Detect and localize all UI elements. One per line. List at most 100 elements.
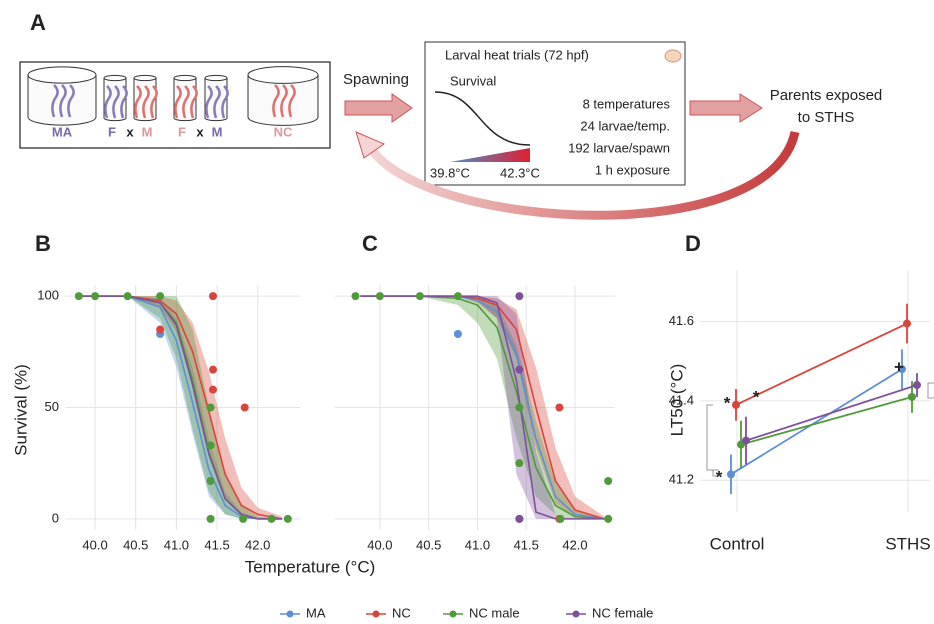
group-label: NC: [274, 124, 293, 139]
coral: [221, 85, 229, 119]
y-axis-title: LT50 (°C): [667, 364, 686, 437]
coral: [142, 85, 150, 119]
x-tick-label: 41.5: [204, 537, 229, 552]
point: [453, 292, 462, 301]
group-label: x: [196, 124, 204, 139]
point: [732, 400, 740, 409]
x-tick-label: 42.0: [562, 537, 587, 552]
point: [903, 319, 911, 328]
step-label: Spawning: [343, 71, 409, 88]
confidence-band: [78, 296, 283, 519]
x-tick-label: Control: [710, 534, 765, 553]
point: [208, 385, 217, 394]
inset-axis: Survival: [450, 73, 496, 88]
point: [453, 330, 462, 338]
point: [74, 292, 83, 301]
point: [604, 514, 613, 523]
x-tick-label: 40.0: [367, 537, 392, 552]
point: [515, 459, 524, 468]
point: [604, 477, 613, 485]
point: [515, 403, 524, 412]
inset-curve: [434, 91, 531, 146]
y-axis-title: Survival (%): [11, 364, 30, 456]
detail: 24 larvae/temp.: [580, 118, 670, 133]
x-tick-label: 41.5: [514, 537, 539, 552]
range-label: 42.3°C: [500, 165, 540, 180]
group-label: F: [178, 124, 186, 139]
panel-label: C: [362, 231, 378, 256]
confidence-band: [360, 296, 605, 519]
point: [515, 365, 524, 374]
fit-line: [78, 295, 283, 520]
annotation: *: [716, 467, 723, 486]
tank-top: [133, 74, 157, 82]
group-label: F: [108, 124, 116, 139]
point: [123, 292, 132, 301]
point: [742, 436, 750, 445]
coral: [120, 85, 128, 119]
point: [156, 292, 165, 301]
x-tick-label: 41.0: [465, 537, 490, 552]
coral: [104, 85, 112, 119]
coral: [288, 84, 296, 118]
y-tick-label: 0: [52, 510, 59, 525]
point: [240, 403, 249, 412]
y-tick-label: 41.4: [669, 392, 694, 407]
panel-label: B: [35, 231, 51, 256]
fit-line: [78, 295, 283, 520]
step-label: to STHS: [798, 109, 855, 126]
point: [208, 292, 217, 301]
point: [283, 514, 292, 523]
fit-line: [360, 295, 605, 520]
coral: [59, 84, 67, 118]
annotation: +: [894, 357, 904, 376]
legend-label: MA: [306, 605, 326, 620]
coral: [182, 85, 190, 119]
return-arrow: [368, 130, 800, 220]
point: [727, 470, 735, 479]
tank-top: [103, 74, 127, 82]
return-arrow-head: [355, 131, 386, 159]
point: [206, 403, 215, 412]
legend-swatch: [572, 610, 580, 618]
coral: [134, 85, 142, 119]
detail: 192 larvae/spawn: [568, 140, 670, 155]
x-tick-label: 42.0: [245, 537, 270, 552]
y-tick-label: 41.2: [669, 472, 694, 487]
tank-top: [247, 66, 319, 84]
legend-swatch: [286, 610, 294, 618]
x-tick-label: 40.0: [82, 537, 107, 552]
point: [156, 325, 165, 334]
legend-swatch: [372, 610, 380, 618]
coral: [150, 85, 158, 119]
group-label: MA: [52, 124, 73, 139]
y-tick-label: 100: [37, 288, 59, 303]
coral: [190, 85, 198, 119]
point: [913, 381, 921, 390]
inset-title: Larval heat trials (72 hpf): [445, 47, 589, 62]
group-box: [19, 61, 331, 149]
range-label: 39.8°C: [430, 165, 470, 180]
tank-top: [173, 74, 197, 82]
bracket: [712, 469, 719, 477]
group-label: M: [142, 124, 153, 139]
y-tick-label: 50: [45, 399, 59, 414]
point: [206, 441, 215, 450]
x-tick-label: 40.5: [123, 537, 148, 552]
bracket: [927, 382, 934, 399]
fit-line: [78, 295, 283, 520]
temp-gradient: [450, 148, 530, 162]
point: [208, 365, 217, 374]
tanks: [27, 66, 319, 126]
coral: [174, 85, 182, 119]
y-tick-label: 41.6: [669, 313, 694, 328]
point: [351, 292, 360, 301]
series-line: [740, 396, 913, 446]
group-label: M: [212, 124, 223, 139]
bracket: [706, 404, 713, 471]
point: [415, 292, 424, 301]
arrow: [689, 93, 763, 123]
panel-label: D: [685, 231, 701, 256]
point: [515, 292, 524, 301]
confidence-band: [360, 296, 605, 519]
